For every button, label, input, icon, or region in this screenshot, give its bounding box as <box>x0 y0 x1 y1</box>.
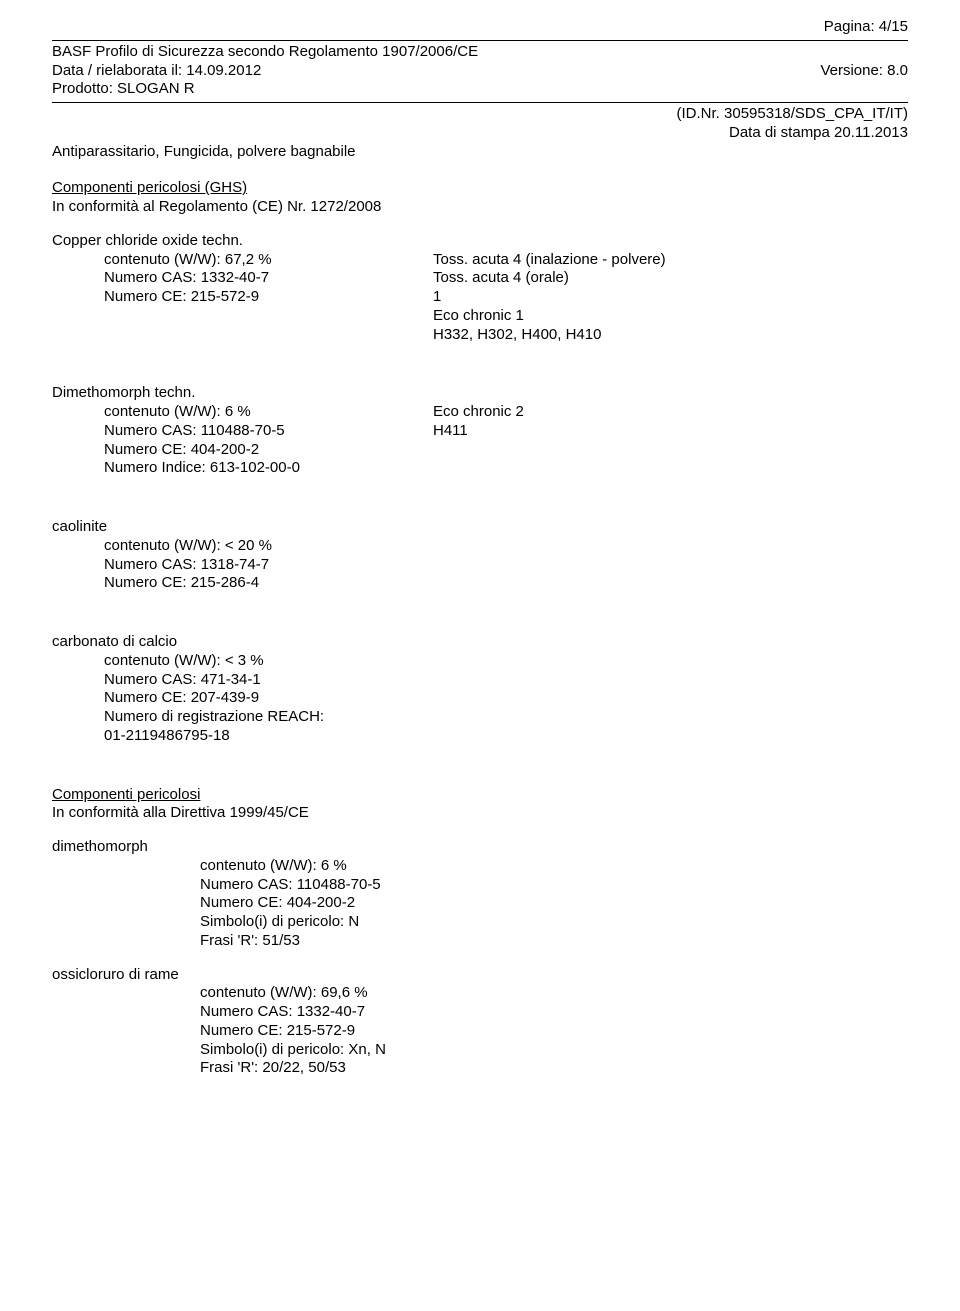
header-line2-right: Versione: 8.0 <box>820 62 908 81</box>
carbonato-reach-num: 01-2119486795-18 <box>104 727 908 746</box>
dimethomorph2-name: dimethomorph <box>52 838 908 857</box>
dimethomorph-name: Dimethomorph techn. <box>52 384 908 403</box>
pericolosi2-title: Componenti pericolosi <box>52 786 908 805</box>
dimethomorph-cas: Numero CAS: 110488-70-5 <box>104 422 433 441</box>
carbonato-content: contenuto (W/W): < 3 % <box>104 652 908 671</box>
carbonato-cas: Numero CAS: 471-34-1 <box>104 671 908 690</box>
copper-r4: Eco chronic 1 <box>433 307 908 326</box>
divider-bottom <box>52 102 908 103</box>
copper-r1: Toss. acuta 4 (inalazione - polvere) <box>433 251 908 270</box>
dimethomorph2-content: contenuto (W/W): 6 % <box>200 857 908 876</box>
ossicloruro-simbolo: Simbolo(i) di pericolo: Xn, N <box>200 1041 908 1060</box>
caolinite-cas: Numero CAS: 1318-74-7 <box>104 556 908 575</box>
page-number: Pagina: 4/15 <box>52 18 908 37</box>
copper-r3: 1 <box>433 288 908 307</box>
caolinite-ce: Numero CE: 215-286-4 <box>104 574 908 593</box>
ossicloruro-ce: Numero CE: 215-572-9 <box>200 1022 908 1041</box>
dimethomorph2-frasi: Frasi 'R': 51/53 <box>200 932 908 951</box>
dimethomorph-r2: H411 <box>433 422 908 441</box>
carbonato-reach: Numero di registrazione REACH: <box>104 708 908 727</box>
copper-r5: H332, H302, H400, H410 <box>433 326 908 345</box>
dimethomorph2-cas: Numero CAS: 110488-70-5 <box>200 876 908 895</box>
caolinite-name: caolinite <box>52 518 908 537</box>
ossicloruro-content: contenuto (W/W): 69,6 % <box>200 984 908 1003</box>
carbonato-ce: Numero CE: 207-439-9 <box>104 689 908 708</box>
header-line3: Prodotto: SLOGAN R <box>52 80 908 99</box>
classification-text: Antiparassitario, Fungicida, polvere bag… <box>52 143 908 162</box>
copper-cas: Numero CAS: 1332-40-7 <box>104 269 433 288</box>
header-line2-left: Data / rielaborata il: 14.09.2012 <box>52 62 261 81</box>
copper-r2: Toss. acuta 4 (orale) <box>433 269 908 288</box>
dimethomorph-ce: Numero CE: 404-200-2 <box>104 441 433 460</box>
ossicloruro-frasi: Frasi 'R': 20/22, 50/53 <box>200 1059 908 1078</box>
dimethomorph-r1: Eco chronic 2 <box>433 403 908 422</box>
carbonato-name: carbonato di calcio <box>52 633 908 652</box>
header-line1: BASF Profilo di Sicurezza secondo Regola… <box>52 43 908 62</box>
copper-content: contenuto (W/W): 67,2 % <box>104 251 433 270</box>
dimethomorph-indice: Numero Indice: 613-102-00-0 <box>104 459 433 478</box>
divider-top <box>52 40 908 41</box>
caolinite-content: contenuto (W/W): < 20 % <box>104 537 908 556</box>
dimethomorph-content: contenuto (W/W): 6 % <box>104 403 433 422</box>
dimethomorph2-simbolo: Simbolo(i) di pericolo: N <box>200 913 908 932</box>
print-date: Data di stampa 20.11.2013 <box>52 124 908 143</box>
copper-ce: Numero CE: 215-572-9 <box>104 288 433 307</box>
ghs-title: Componenti pericolosi (GHS) <box>52 179 908 198</box>
ghs-subtitle: In conformità al Regolamento (CE) Nr. 12… <box>52 198 908 217</box>
ossicloruro-name: ossicloruro di rame <box>52 966 908 985</box>
dimethomorph2-ce: Numero CE: 404-200-2 <box>200 894 908 913</box>
copper-name: Copper chloride oxide techn. <box>52 232 908 251</box>
id-nr: (ID.Nr. 30595318/SDS_CPA_IT/IT) <box>52 105 908 124</box>
pericolosi2-subtitle: In conformità alla Direttiva 1999/45/CE <box>52 804 908 823</box>
ossicloruro-cas: Numero CAS: 1332-40-7 <box>200 1003 908 1022</box>
